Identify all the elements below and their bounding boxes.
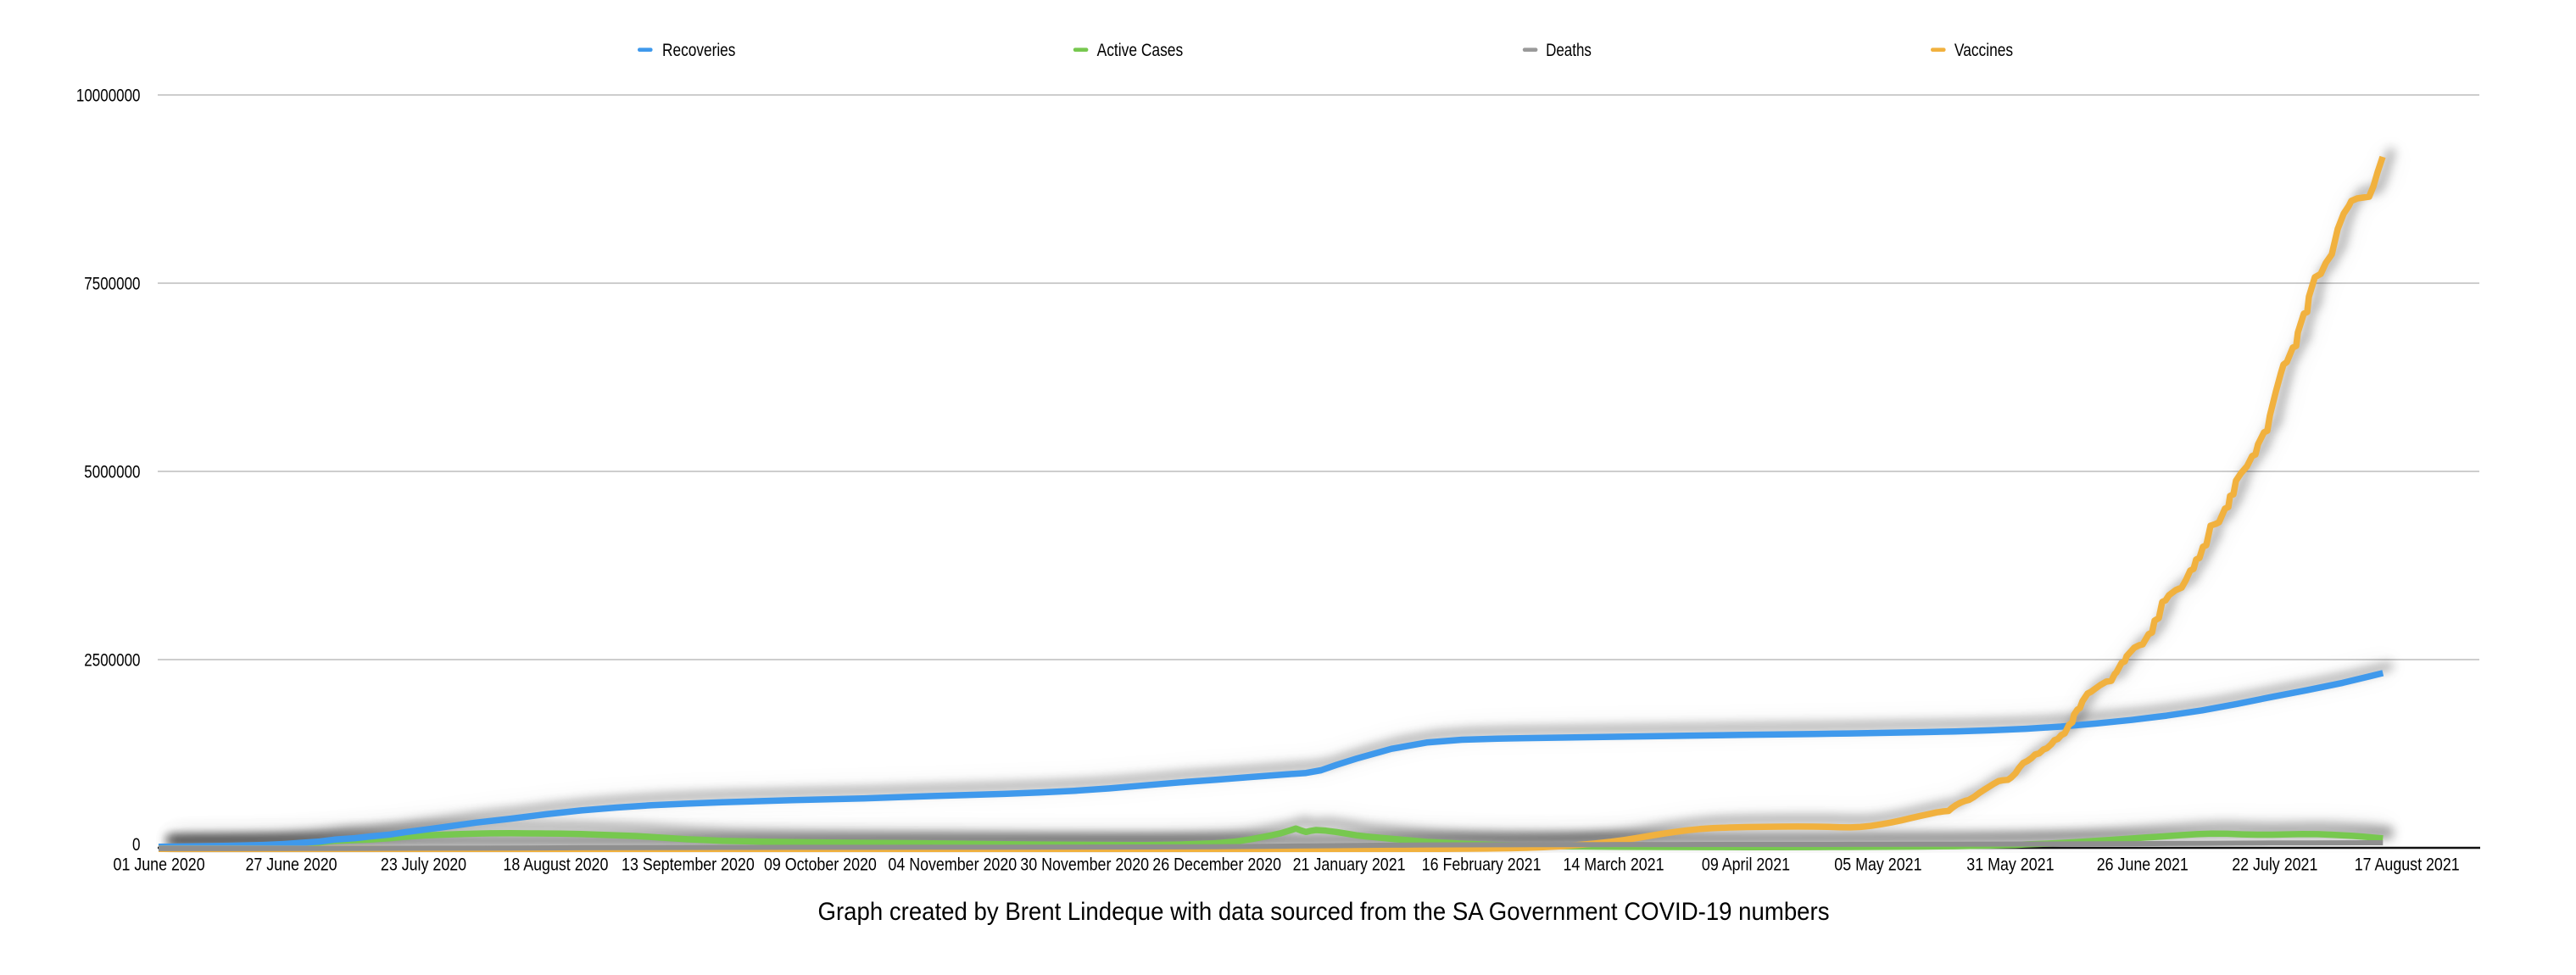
svg-text:09 October 2020: 09 October 2020: [764, 855, 877, 875]
svg-text:Vaccines: Vaccines: [1954, 41, 2013, 60]
svg-text:22 July 2021: 22 July 2021: [2232, 855, 2317, 875]
svg-text:17 August 2021: 17 August 2021: [2355, 855, 2460, 875]
svg-text:01 June 2020: 01 June 2020: [114, 855, 205, 875]
svg-text:Recoveries: Recoveries: [662, 41, 735, 60]
svg-text:7500000: 7500000: [84, 274, 140, 293]
svg-text:26 June 2021: 26 June 2021: [2097, 855, 2188, 875]
svg-text:5000000: 5000000: [84, 462, 140, 482]
svg-text:05 May 2021: 05 May 2021: [1834, 855, 1921, 875]
svg-text:10000000: 10000000: [76, 86, 141, 105]
svg-text:23 July 2020: 23 July 2020: [381, 855, 466, 875]
svg-text:13 September 2020: 13 September 2020: [622, 855, 755, 875]
svg-text:30 November 2020: 30 November 2020: [1020, 855, 1149, 875]
svg-text:21 January 2021: 21 January 2021: [1293, 855, 1406, 875]
svg-text:16 February 2021: 16 February 2021: [1422, 855, 1542, 875]
svg-text:14 March 2021: 14 March 2021: [1564, 855, 1664, 875]
svg-text:04 November 2020: 04 November 2020: [888, 855, 1017, 875]
svg-text:Graph created by Brent Lindequ: Graph created by Brent Lindeque with dat…: [818, 898, 1830, 926]
svg-text:Deaths: Deaths: [1546, 41, 1592, 60]
svg-text:09 April 2021: 09 April 2021: [1702, 855, 1790, 875]
svg-text:Active Cases: Active Cases: [1097, 41, 1184, 60]
svg-text:2500000: 2500000: [84, 650, 140, 670]
svg-text:31 May 2021: 31 May 2021: [1966, 855, 2054, 875]
svg-text:0: 0: [132, 835, 141, 855]
svg-text:27 June 2020: 27 June 2020: [245, 855, 337, 875]
svg-text:18 August 2020: 18 August 2020: [503, 855, 608, 875]
svg-text:26 December 2020: 26 December 2020: [1152, 855, 1281, 875]
